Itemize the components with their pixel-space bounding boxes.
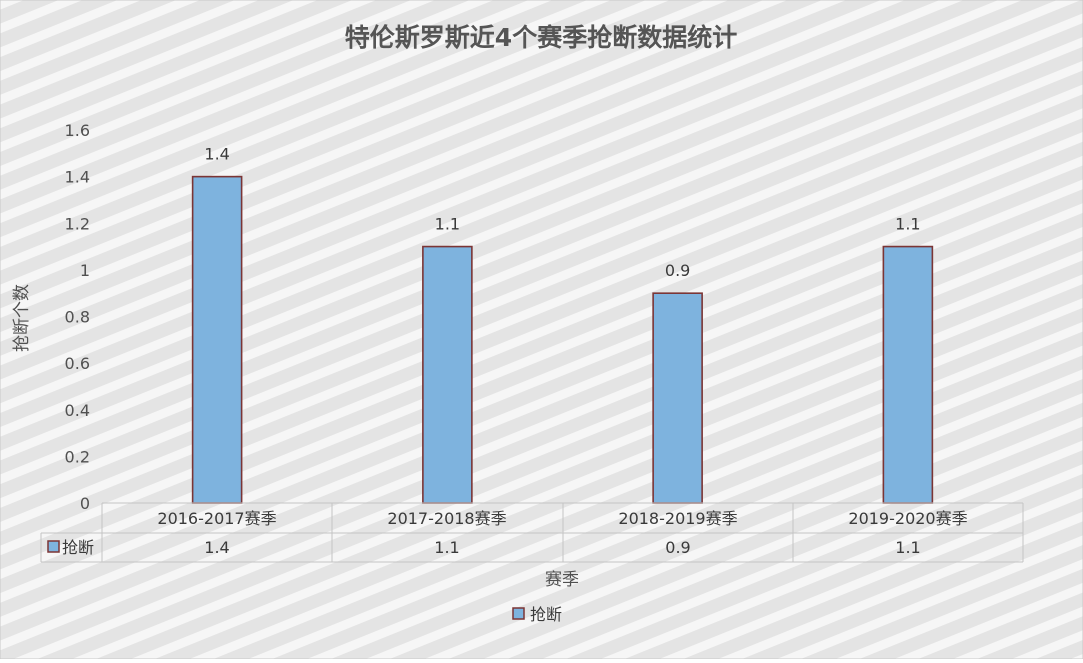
- y-tick-label: 0.6: [65, 354, 90, 373]
- bars-group: [191, 175, 934, 504]
- category-label: 2016-2017赛季: [157, 509, 276, 528]
- data-label: 1.4: [204, 145, 229, 164]
- y-axis-ticks: 0 0.2 0.4 0.6 0.8 1 1.2 1.4 1.6: [65, 121, 90, 513]
- table-series-name: 抢断: [62, 538, 94, 557]
- data-label: 1.1: [895, 215, 920, 234]
- x-axis-label: 赛季: [545, 569, 579, 590]
- table-value: 1.1: [434, 538, 459, 557]
- y-tick-label: 1.4: [65, 168, 90, 187]
- y-tick-label: 0.4: [65, 401, 90, 420]
- data-label: 0.9: [665, 261, 690, 280]
- table-value: 1.4: [204, 538, 229, 557]
- legend-key: [512, 607, 525, 620]
- y-tick-label: 1.6: [65, 121, 90, 140]
- y-tick-label: 1.2: [65, 214, 90, 233]
- bar: [191, 175, 243, 504]
- category-label: 2019-2020赛季: [848, 509, 967, 528]
- bar: [882, 245, 934, 504]
- category-label: 2018-2019赛季: [618, 509, 737, 528]
- data-table: 2016-2017赛季 2017-2018赛季 2018-2019赛季 2019…: [40, 502, 1024, 563]
- y-tick-label: 1: [80, 261, 90, 280]
- y-tick-label: 0.8: [65, 308, 90, 327]
- legend: 抢断: [512, 605, 562, 624]
- legend-label: 抢断: [530, 605, 562, 624]
- y-tick-label: 0.2: [65, 447, 90, 466]
- table-legend-key: [47, 540, 60, 553]
- bar: [422, 245, 473, 504]
- table-value: 0.9: [665, 538, 690, 557]
- chart-title: 特伦斯罗斯近4个赛季抢断数据统计: [345, 23, 737, 52]
- data-labels-group: 1.4 1.1 0.9 1.1: [204, 145, 920, 281]
- y-axis-label: 抢断个数: [12, 284, 32, 352]
- bar: [652, 292, 703, 504]
- table-value: 1.1: [895, 538, 920, 557]
- data-label: 1.1: [435, 215, 460, 234]
- y-tick-label: 0: [80, 494, 90, 513]
- category-label: 2017-2018赛季: [387, 509, 506, 528]
